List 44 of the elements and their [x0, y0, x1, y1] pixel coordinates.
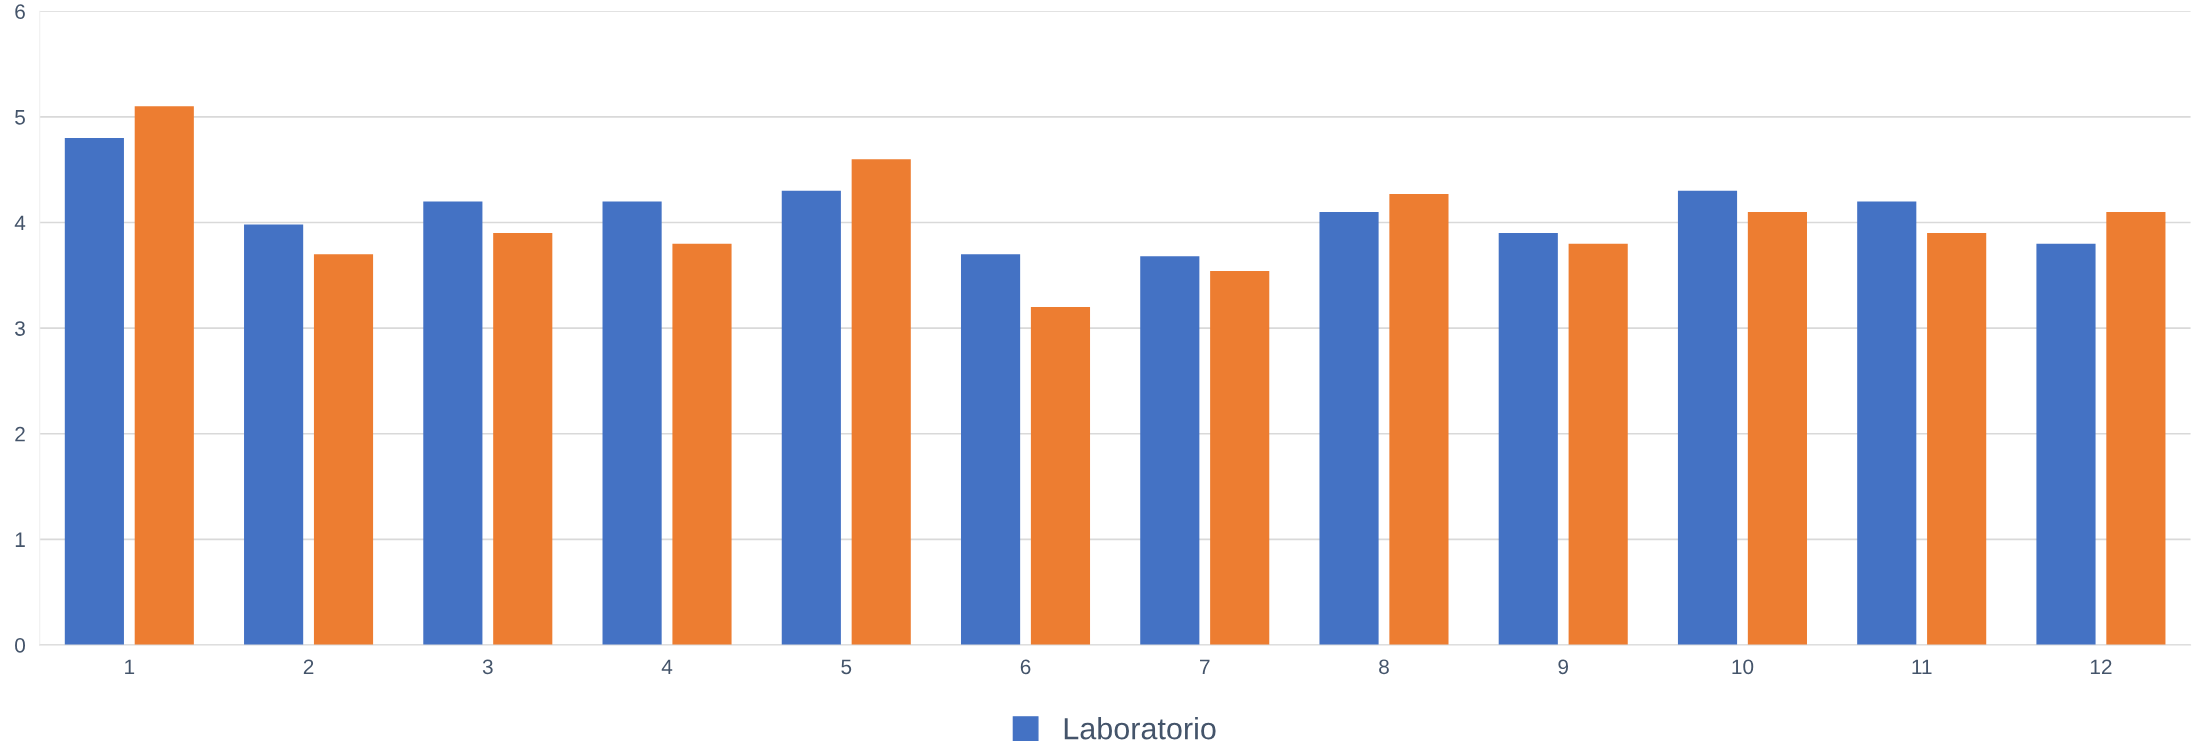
- bar: [960, 254, 1021, 645]
- bar: [1857, 201, 1917, 645]
- y-tick-label: 5: [15, 110, 25, 125]
- y-tick-label: 1: [15, 532, 25, 547]
- bar: [423, 201, 483, 645]
- x-tick-label: 4: [661, 659, 673, 674]
- y-tick-label: 0: [15, 638, 26, 653]
- bar: [1210, 271, 1270, 645]
- bar: [1568, 243, 1628, 645]
- bar: [672, 243, 732, 645]
- bar: [781, 190, 841, 645]
- y-tick-label: 2: [15, 426, 25, 442]
- bar: [1319, 211, 1379, 645]
- bar: [244, 224, 304, 645]
- x-tick-label: 11: [1912, 659, 1932, 674]
- bar: [1389, 193, 1449, 645]
- x-tick-label: 3: [482, 659, 493, 675]
- x-tick-label: 8: [1379, 659, 1389, 675]
- x-tick-label: 1: [125, 659, 135, 674]
- bar: [313, 254, 374, 645]
- y-tick-label: 6: [15, 4, 25, 19]
- x-tick-label: 5: [841, 659, 852, 675]
- bar: [64, 138, 124, 645]
- bar: [602, 201, 662, 645]
- x-tick-label: 6: [1020, 659, 1031, 675]
- legend-label: Laboratorio: [1064, 717, 1216, 740]
- y-tick-label: 3: [15, 321, 25, 336]
- y-tick-label: 4: [14, 215, 26, 231]
- bar: [1030, 307, 1091, 645]
- bar: [1747, 211, 1807, 645]
- bar: [2036, 243, 2096, 645]
- bar: [1498, 233, 1558, 645]
- bar: [1140, 256, 1200, 645]
- x-tick-label: 12: [2090, 659, 2112, 674]
- x-tick-label: 9: [1558, 659, 1569, 675]
- bar: [1677, 190, 1738, 645]
- bar: [851, 159, 911, 645]
- bar: [134, 106, 194, 645]
- x-tick-label: 2: [303, 659, 314, 674]
- x-tick-label: 7: [1200, 659, 1210, 674]
- bar: [493, 233, 553, 645]
- bar: [1927, 233, 1987, 645]
- bar: [2106, 211, 2166, 645]
- x-tick-label: 10: [1732, 659, 1754, 675]
